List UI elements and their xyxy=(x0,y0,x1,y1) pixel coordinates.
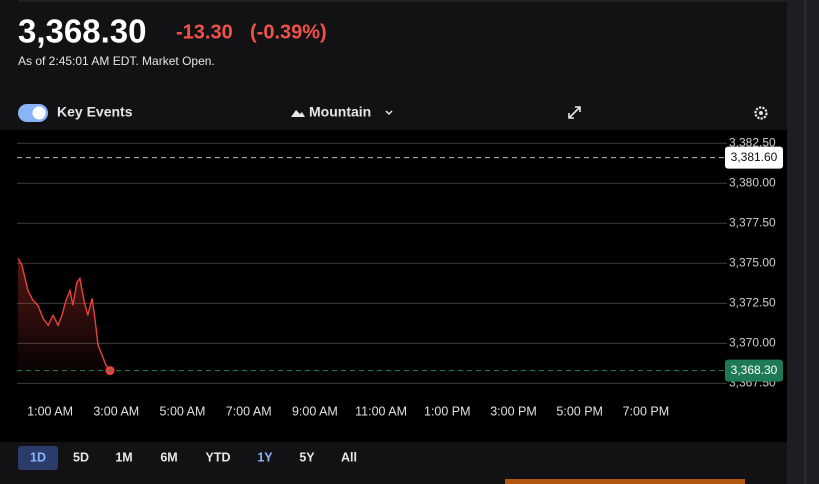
y-tick-label: 3,380.00 xyxy=(729,175,776,189)
y-tick-label: 3,370.00 xyxy=(729,336,776,350)
area xyxy=(17,258,111,385)
y-tick-label: 3,372.50 xyxy=(729,296,776,310)
price: 3,368.30 xyxy=(18,13,146,50)
previous-close-badge xyxy=(725,146,783,169)
toggle-knob xyxy=(32,106,46,120)
mountain-icon xyxy=(291,110,305,117)
x-tick-label: 9:00 AM xyxy=(292,404,338,418)
settings-button[interactable] xyxy=(754,106,768,120)
expand-button[interactable] xyxy=(568,106,581,119)
ad-strip xyxy=(505,479,745,484)
range-button[interactable]: YTD xyxy=(206,450,231,464)
range-button[interactable]: 5D xyxy=(73,450,89,464)
x-tick-label: 3:00 PM xyxy=(490,404,537,418)
x-tick-label: 1:00 AM xyxy=(27,404,73,418)
as-of: As of 2:45:01 AM EDT. Market Open. xyxy=(18,54,215,68)
gear-teeth xyxy=(754,106,768,120)
range-button[interactable]: All xyxy=(341,450,357,464)
range-button[interactable]: 6M xyxy=(160,450,177,464)
chart-bg xyxy=(0,130,787,442)
last-price-label: 3,368.30 xyxy=(731,363,778,377)
price-chart: 3,367.503,370.003,372.503,375.003,377.50… xyxy=(17,135,783,418)
range-selected-bg xyxy=(18,446,58,470)
change-percent: (-0.39%) xyxy=(250,21,327,43)
x-tick-label: 1:00 PM xyxy=(424,404,471,418)
key-events-toggle[interactable] xyxy=(18,104,48,122)
range-button[interactable]: 5Y xyxy=(299,450,315,464)
y-tick-label: 3,377.50 xyxy=(729,215,776,229)
y-tick-label: 3,382.50 xyxy=(729,135,776,149)
x-tick-label: 11:00 AM xyxy=(355,404,407,418)
dropdown-caret xyxy=(385,110,393,116)
previous-close-label: 3,381.60 xyxy=(731,150,778,164)
range-button[interactable]: 1M xyxy=(115,450,132,464)
gear-hub xyxy=(759,111,763,115)
side-strip xyxy=(787,0,819,484)
x-tick-label: 5:00 PM xyxy=(556,404,603,418)
chart-style-dropdown[interactable]: Mountain xyxy=(309,104,371,120)
y-tick-label: 3,375.00 xyxy=(729,255,776,269)
price-line xyxy=(17,257,111,372)
x-tick-label: 3:00 AM xyxy=(93,404,139,418)
key-events-label[interactable]: Key Events xyxy=(57,104,133,120)
range-button[interactable]: 1Y xyxy=(257,450,273,464)
last-price-badge xyxy=(725,359,783,382)
range-button[interactable]: 1D xyxy=(30,450,46,464)
range-selector: 1D 5D 1M 6M YTD 1Y 5Y All xyxy=(18,446,357,470)
change: -13.30 xyxy=(176,21,233,43)
x-tick-label: 7:00 AM xyxy=(226,404,272,418)
x-tick-label: 7:00 PM xyxy=(623,404,670,418)
x-tick-label: 5:00 AM xyxy=(160,404,206,418)
